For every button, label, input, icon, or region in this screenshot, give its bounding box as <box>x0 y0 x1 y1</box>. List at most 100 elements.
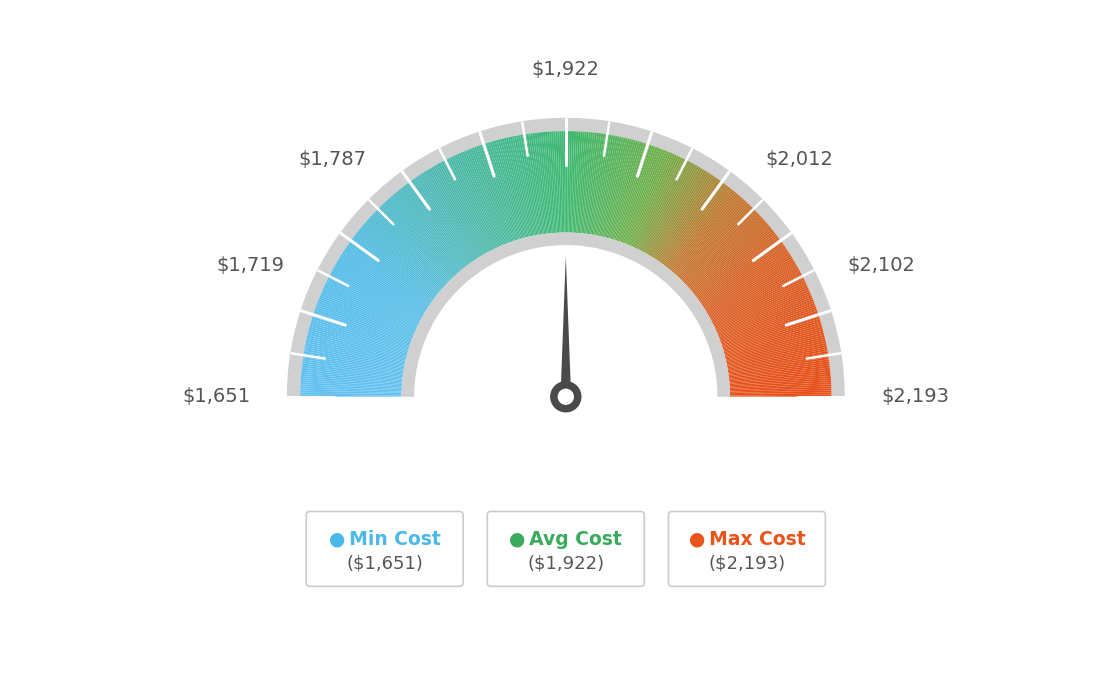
Polygon shape <box>308 328 407 356</box>
Polygon shape <box>718 297 813 336</box>
Polygon shape <box>618 145 651 242</box>
Polygon shape <box>551 131 558 233</box>
Polygon shape <box>438 163 488 253</box>
Polygon shape <box>490 141 520 239</box>
Polygon shape <box>728 347 827 367</box>
Polygon shape <box>569 131 572 233</box>
Polygon shape <box>301 368 403 380</box>
Polygon shape <box>484 144 517 241</box>
Polygon shape <box>708 264 797 315</box>
Polygon shape <box>348 244 432 304</box>
Polygon shape <box>730 386 831 392</box>
Polygon shape <box>708 262 796 314</box>
Polygon shape <box>700 244 784 304</box>
Polygon shape <box>675 197 743 275</box>
Polygon shape <box>402 233 730 411</box>
Polygon shape <box>410 181 470 264</box>
Polygon shape <box>656 175 713 260</box>
Polygon shape <box>447 158 493 250</box>
Polygon shape <box>614 143 646 240</box>
Polygon shape <box>647 166 699 255</box>
Polygon shape <box>702 248 787 306</box>
Polygon shape <box>730 374 830 384</box>
Polygon shape <box>715 288 809 331</box>
Polygon shape <box>724 324 822 353</box>
Text: $1,651: $1,651 <box>182 387 251 406</box>
Polygon shape <box>287 118 845 421</box>
Polygon shape <box>730 378 831 386</box>
Polygon shape <box>425 170 480 257</box>
Text: ● Avg Cost: ● Avg Cost <box>509 530 623 549</box>
Polygon shape <box>611 141 640 239</box>
Polygon shape <box>567 131 570 233</box>
Polygon shape <box>716 289 809 331</box>
Polygon shape <box>626 150 666 244</box>
Polygon shape <box>408 182 469 265</box>
Polygon shape <box>340 255 427 310</box>
Polygon shape <box>304 351 404 370</box>
Polygon shape <box>634 155 677 248</box>
Polygon shape <box>433 166 485 255</box>
Polygon shape <box>672 195 740 273</box>
Polygon shape <box>604 139 630 237</box>
FancyBboxPatch shape <box>306 511 464 586</box>
Polygon shape <box>450 157 496 248</box>
Polygon shape <box>466 150 506 244</box>
Polygon shape <box>393 193 460 272</box>
Polygon shape <box>667 187 730 268</box>
Polygon shape <box>686 215 761 285</box>
Polygon shape <box>664 183 725 266</box>
Polygon shape <box>336 262 424 314</box>
Polygon shape <box>367 219 444 288</box>
Polygon shape <box>427 169 481 257</box>
Polygon shape <box>358 230 437 295</box>
Polygon shape <box>365 221 443 289</box>
Polygon shape <box>587 133 603 234</box>
Polygon shape <box>666 186 729 267</box>
Polygon shape <box>591 134 607 235</box>
Polygon shape <box>671 193 739 272</box>
Polygon shape <box>592 135 609 235</box>
Polygon shape <box>555 131 561 233</box>
Polygon shape <box>474 147 510 243</box>
Polygon shape <box>669 190 733 269</box>
Polygon shape <box>602 137 626 237</box>
Polygon shape <box>455 155 498 248</box>
Polygon shape <box>537 132 549 233</box>
Polygon shape <box>633 154 676 247</box>
Polygon shape <box>712 276 804 324</box>
Polygon shape <box>576 132 584 233</box>
Text: ● Max Cost: ● Max Cost <box>689 530 805 549</box>
Polygon shape <box>703 251 789 308</box>
Polygon shape <box>687 217 762 286</box>
Polygon shape <box>464 150 505 245</box>
Polygon shape <box>615 144 648 241</box>
Polygon shape <box>593 135 612 235</box>
Polygon shape <box>643 162 692 253</box>
Polygon shape <box>304 353 404 371</box>
Polygon shape <box>300 388 402 393</box>
Polygon shape <box>359 229 438 294</box>
Polygon shape <box>689 221 766 289</box>
Polygon shape <box>480 145 513 242</box>
Polygon shape <box>644 163 693 253</box>
Text: $2,193: $2,193 <box>881 387 949 406</box>
Polygon shape <box>341 253 428 308</box>
Polygon shape <box>500 139 527 237</box>
Polygon shape <box>683 210 756 282</box>
Polygon shape <box>722 317 819 348</box>
Polygon shape <box>726 339 826 362</box>
Polygon shape <box>694 233 776 296</box>
Polygon shape <box>301 374 402 384</box>
Polygon shape <box>678 203 750 278</box>
Polygon shape <box>603 138 628 237</box>
Polygon shape <box>631 153 673 246</box>
Polygon shape <box>609 141 638 239</box>
Polygon shape <box>431 167 484 255</box>
Polygon shape <box>320 293 415 334</box>
Polygon shape <box>322 288 416 331</box>
Polygon shape <box>304 349 404 368</box>
Polygon shape <box>673 196 742 273</box>
Polygon shape <box>396 190 463 270</box>
Polygon shape <box>669 190 735 270</box>
